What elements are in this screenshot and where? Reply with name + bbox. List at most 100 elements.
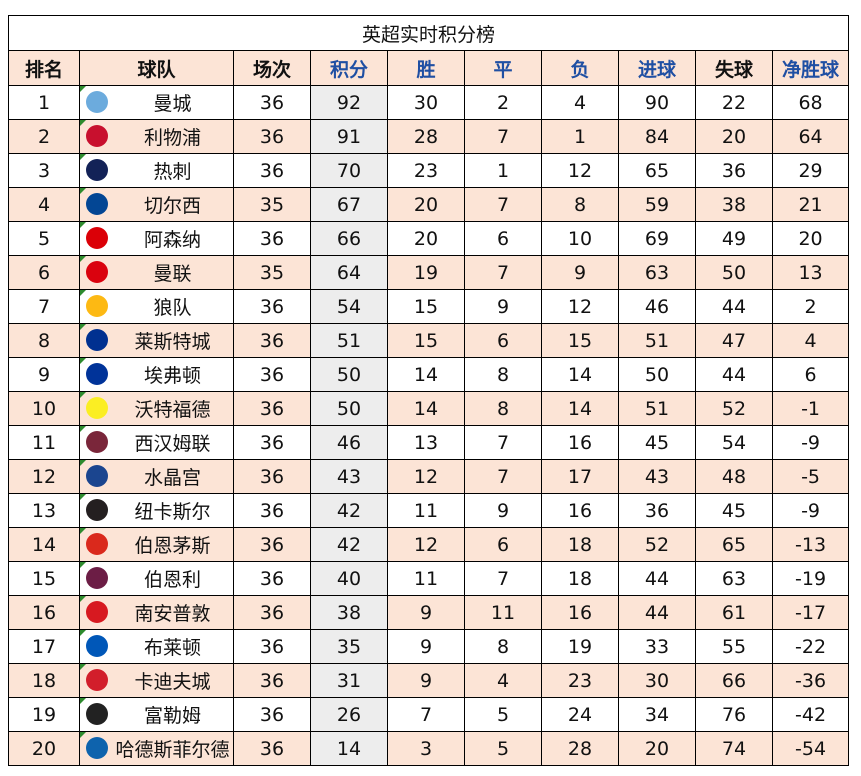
cell-played: 36 — [233, 663, 311, 698]
cell-won: 9 — [387, 663, 465, 698]
team-name: 富勒姆 — [143, 705, 201, 727]
team-logo-icon — [86, 431, 108, 453]
cell-drawn: 7 — [464, 187, 542, 222]
team-cell: 切尔西 — [79, 187, 234, 222]
cell-drawn: 9 — [464, 289, 542, 324]
team-name: 阿森纳 — [143, 229, 201, 251]
team-logo-icon — [86, 635, 108, 657]
cell-lost: 10 — [541, 221, 619, 256]
table-row: 10 沃特福德 36 50 14 8 14 51 52 -1 — [8, 391, 850, 426]
cell-lost: 16 — [541, 425, 619, 460]
team-name: 南安普敦 — [134, 603, 211, 625]
header-won: 胜 — [387, 50, 465, 86]
table-row: 16 南安普敦 36 38 9 11 16 44 61 -17 — [8, 595, 850, 630]
cell-marker-icon — [80, 494, 86, 500]
cell-rank: 19 — [8, 697, 80, 732]
cell-gf: 51 — [618, 391, 696, 426]
cell-ga: 44 — [695, 357, 773, 392]
team-name: 热刺 — [153, 161, 192, 183]
cell-points: 26 — [310, 697, 388, 732]
team-cell: 沃特福德 — [79, 391, 234, 426]
cell-gd: 21 — [771, 187, 850, 222]
cell-points: 67 — [310, 187, 388, 222]
cell-drawn: 9 — [464, 493, 542, 528]
table-row: 9 埃弗顿 36 50 14 8 14 50 44 6 — [8, 357, 850, 392]
cell-gd: -17 — [771, 595, 850, 630]
cell-played: 36 — [233, 391, 311, 426]
cell-lost: 18 — [541, 561, 619, 596]
cell-marker-icon — [80, 562, 86, 568]
cell-won: 7 — [387, 697, 465, 732]
cell-marker-icon — [80, 528, 86, 534]
cell-gf: 34 — [618, 697, 696, 732]
header-goals-for: 进球 — [618, 50, 696, 86]
cell-won: 15 — [387, 323, 465, 358]
cell-ga: 74 — [695, 731, 773, 766]
cell-played: 36 — [233, 697, 311, 732]
cell-marker-icon — [80, 222, 86, 228]
cell-won: 3 — [387, 731, 465, 766]
cell-gf: 90 — [618, 85, 696, 120]
cell-played: 36 — [233, 357, 311, 392]
cell-rank: 2 — [8, 119, 80, 154]
header-drawn: 平 — [464, 50, 542, 86]
cell-played: 36 — [233, 425, 311, 460]
cell-marker-icon — [80, 596, 86, 602]
team-cell: 莱斯特城 — [79, 323, 234, 358]
cell-ga: 48 — [695, 459, 773, 494]
cell-drawn: 5 — [464, 697, 542, 732]
cell-lost: 12 — [541, 153, 619, 188]
team-logo-icon — [86, 465, 108, 487]
cell-gf: 59 — [618, 187, 696, 222]
cell-drawn: 7 — [464, 459, 542, 494]
table-row: 7 狼队 36 54 15 9 12 46 44 2 — [8, 289, 850, 324]
cell-rank: 12 — [8, 459, 80, 494]
standings-body: 1 曼城 36 92 30 2 4 90 22 68 2 利物浦 36 91 28 7 1 84 20 64 3 热刺 36… — [8, 85, 850, 766]
team-logo-icon — [86, 227, 108, 249]
team-logo-icon — [86, 737, 108, 759]
cell-played: 36 — [233, 119, 311, 154]
cell-gd: -9 — [771, 493, 850, 528]
cell-won: 11 — [387, 561, 465, 596]
team-logo-icon — [86, 669, 108, 691]
cell-gf: 69 — [618, 221, 696, 256]
cell-points: 35 — [310, 629, 388, 664]
cell-rank: 13 — [8, 493, 80, 528]
cell-drawn: 7 — [464, 425, 542, 460]
header-team: 球队 — [79, 50, 234, 86]
cell-ga: 45 — [695, 493, 773, 528]
header-goal-difference: 净胜球 — [771, 50, 850, 86]
cell-lost: 8 — [541, 187, 619, 222]
table-title: 英超实时积分榜 — [7, 15, 850, 51]
cell-points: 42 — [310, 493, 388, 528]
cell-points: 40 — [310, 561, 388, 596]
cell-marker-icon — [80, 460, 86, 466]
team-cell: 热刺 — [79, 153, 234, 188]
cell-played: 36 — [233, 595, 311, 630]
team-cell: 富勒姆 — [79, 697, 234, 732]
cell-gd: 4 — [771, 323, 850, 358]
team-cell: 南安普敦 — [79, 595, 234, 630]
cell-points: 66 — [310, 221, 388, 256]
cell-gf: 52 — [618, 527, 696, 562]
cell-rank: 20 — [8, 731, 80, 766]
team-cell: 埃弗顿 — [79, 357, 234, 392]
cell-gd: 2 — [771, 289, 850, 324]
cell-points: 14 — [310, 731, 388, 766]
team-name: 狼队 — [153, 297, 192, 319]
cell-ga: 20 — [695, 119, 773, 154]
cell-drawn: 7 — [464, 255, 542, 290]
cell-ga: 22 — [695, 85, 773, 120]
cell-drawn: 4 — [464, 663, 542, 698]
cell-rank: 11 — [8, 425, 80, 460]
cell-marker-icon — [80, 86, 86, 92]
team-name: 西汉姆联 — [134, 433, 211, 455]
team-cell: 阿森纳 — [79, 221, 234, 256]
cell-rank: 17 — [8, 629, 80, 664]
cell-points: 31 — [310, 663, 388, 698]
team-name: 曼联 — [153, 263, 192, 285]
cell-points: 70 — [310, 153, 388, 188]
cell-lost: 14 — [541, 357, 619, 392]
table-row: 17 布莱顿 36 35 9 8 19 33 55 -22 — [8, 629, 850, 664]
cell-points: 91 — [310, 119, 388, 154]
